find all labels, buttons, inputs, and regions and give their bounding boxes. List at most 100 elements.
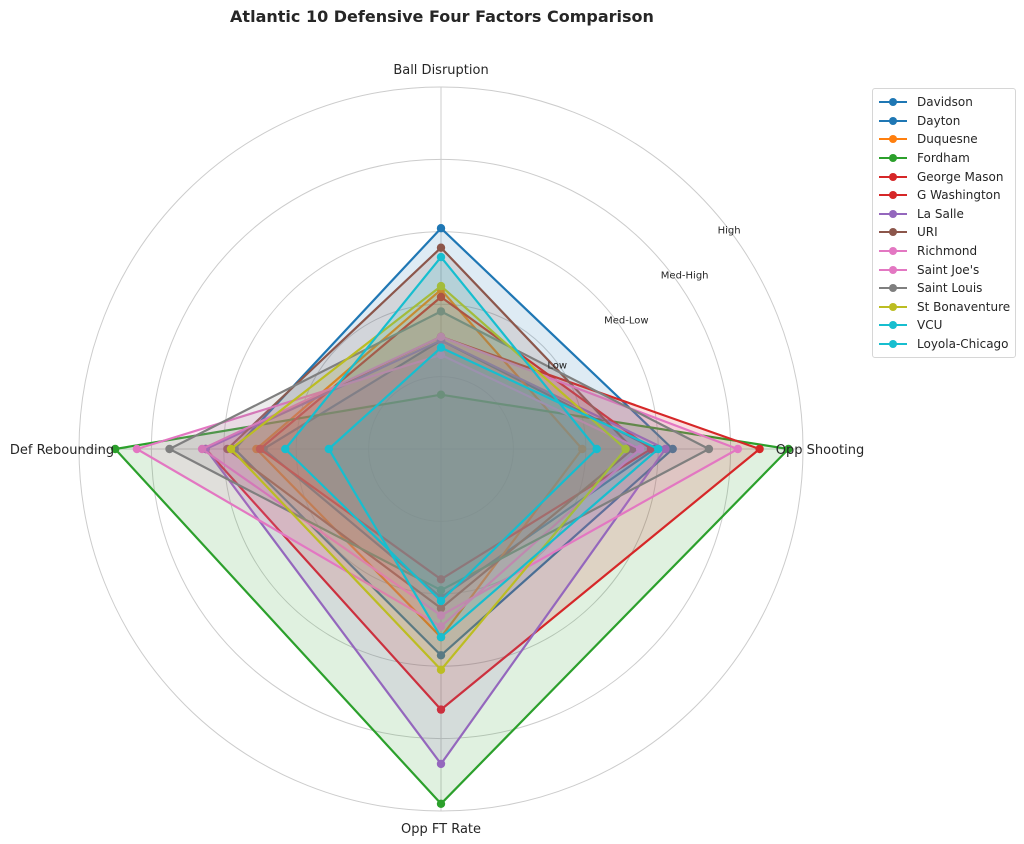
legend-swatch bbox=[879, 265, 907, 274]
series-group bbox=[165, 307, 714, 595]
series-group bbox=[255, 292, 656, 584]
data-point bbox=[661, 444, 670, 454]
axis-label: Def Rebounding bbox=[10, 443, 114, 458]
legend-swatch bbox=[879, 340, 907, 349]
data-point bbox=[165, 444, 174, 454]
axis-label: Opp Shooting bbox=[776, 443, 864, 458]
legend-item: St Bonaventure bbox=[873, 298, 1015, 317]
data-point bbox=[226, 444, 236, 454]
data-point bbox=[436, 350, 446, 360]
data-point bbox=[733, 444, 742, 454]
data-point bbox=[621, 444, 630, 454]
legend: Davidson Dayton Duquesne Fordham George Maso… bbox=[872, 88, 1016, 359]
legend-item: Loyola-Chicago bbox=[873, 335, 1015, 354]
data-point bbox=[197, 444, 207, 454]
legend-label: La Salle bbox=[917, 206, 964, 221]
axis-label: Opp FT Rate bbox=[401, 822, 481, 837]
data-point bbox=[436, 292, 446, 302]
scale-label: Med-High bbox=[661, 271, 709, 282]
legend-label: Dayton bbox=[917, 113, 961, 128]
legend-swatch bbox=[879, 116, 907, 125]
legend-label: Saint Joe's bbox=[917, 262, 980, 277]
data-point bbox=[436, 281, 446, 291]
data-point bbox=[784, 444, 793, 454]
legend-item: Richmond bbox=[873, 242, 1015, 261]
legend-swatch bbox=[879, 172, 907, 181]
legend-swatch bbox=[879, 302, 907, 311]
legend-swatch bbox=[879, 191, 907, 200]
data-point bbox=[436, 611, 446, 620]
data-point bbox=[704, 444, 714, 454]
legend-item: Saint Louis bbox=[873, 279, 1015, 298]
axis-label: Ball Disruption bbox=[393, 63, 488, 78]
legend-label: URI bbox=[917, 225, 938, 240]
legend-label: Loyola-Chicago bbox=[917, 337, 1009, 352]
data-point bbox=[436, 390, 446, 399]
legend-item: URI bbox=[873, 223, 1015, 242]
series-group bbox=[324, 343, 663, 642]
legend-swatch bbox=[879, 228, 907, 237]
legend-item: Davidson bbox=[873, 93, 1015, 112]
legend-label: G Washington bbox=[917, 188, 1001, 203]
data-point bbox=[436, 307, 446, 316]
legend-label: Saint Louis bbox=[917, 281, 983, 296]
scale-label: High bbox=[718, 226, 741, 237]
legend-swatch bbox=[879, 284, 907, 293]
series-layer bbox=[111, 224, 793, 808]
chart-title: Atlantic 10 Defensive Four Factors Compa… bbox=[230, 7, 654, 26]
data-point bbox=[281, 444, 290, 454]
data-point bbox=[578, 444, 587, 454]
data-point bbox=[436, 665, 446, 674]
data-point bbox=[436, 332, 446, 341]
data-point bbox=[436, 343, 446, 352]
data-point bbox=[324, 444, 333, 454]
data-point bbox=[436, 575, 446, 584]
data-point bbox=[436, 252, 446, 262]
legend-label: Richmond bbox=[917, 244, 978, 259]
data-point bbox=[255, 444, 265, 454]
series-group bbox=[132, 350, 645, 631]
legend-swatch bbox=[879, 247, 907, 256]
legend-swatch bbox=[879, 98, 907, 107]
legend-item: Duquesne bbox=[873, 130, 1015, 149]
data-point bbox=[436, 622, 446, 631]
legend-item: La Salle bbox=[873, 205, 1015, 224]
data-point bbox=[436, 243, 446, 252]
legend-item: VCU bbox=[873, 316, 1015, 335]
data-point bbox=[592, 444, 601, 454]
legend-swatch bbox=[879, 154, 907, 163]
axis-labels: Ball Disruption Opp Shooting Opp FT Rate De… bbox=[10, 63, 864, 837]
data-point bbox=[755, 444, 764, 454]
legend-item: Saint Joe's bbox=[873, 260, 1015, 279]
series-group bbox=[226, 281, 630, 674]
legend-label: Duquesne bbox=[917, 132, 978, 147]
legend-item: George Mason bbox=[873, 167, 1015, 186]
data-point bbox=[436, 759, 446, 769]
legend-label: George Mason bbox=[917, 169, 1004, 184]
data-point bbox=[436, 651, 446, 660]
series-group bbox=[281, 252, 601, 606]
data-point bbox=[654, 444, 663, 454]
legend-label: St Bonaventure bbox=[917, 299, 1011, 314]
legend-item: G Washington bbox=[873, 186, 1015, 205]
legend-swatch bbox=[879, 135, 907, 144]
data-point bbox=[436, 799, 446, 808]
data-point bbox=[436, 705, 446, 714]
legend-swatch bbox=[879, 321, 907, 330]
legend-label: Davidson bbox=[917, 95, 973, 110]
data-point bbox=[436, 596, 446, 606]
data-point bbox=[111, 444, 120, 454]
data-point bbox=[132, 444, 142, 454]
legend-label: Fordham bbox=[917, 151, 970, 166]
legend-swatch bbox=[879, 209, 907, 218]
series-group bbox=[223, 243, 638, 613]
ring-labels: Low Med-Low Med-High High bbox=[547, 226, 740, 372]
legend-item: Dayton bbox=[873, 112, 1015, 131]
data-point bbox=[668, 444, 677, 454]
data-point bbox=[436, 586, 446, 595]
legend-label: VCU bbox=[917, 318, 943, 333]
data-point bbox=[436, 633, 446, 642]
scale-label: Med-Low bbox=[604, 316, 648, 327]
legend-item: Fordham bbox=[873, 149, 1015, 168]
